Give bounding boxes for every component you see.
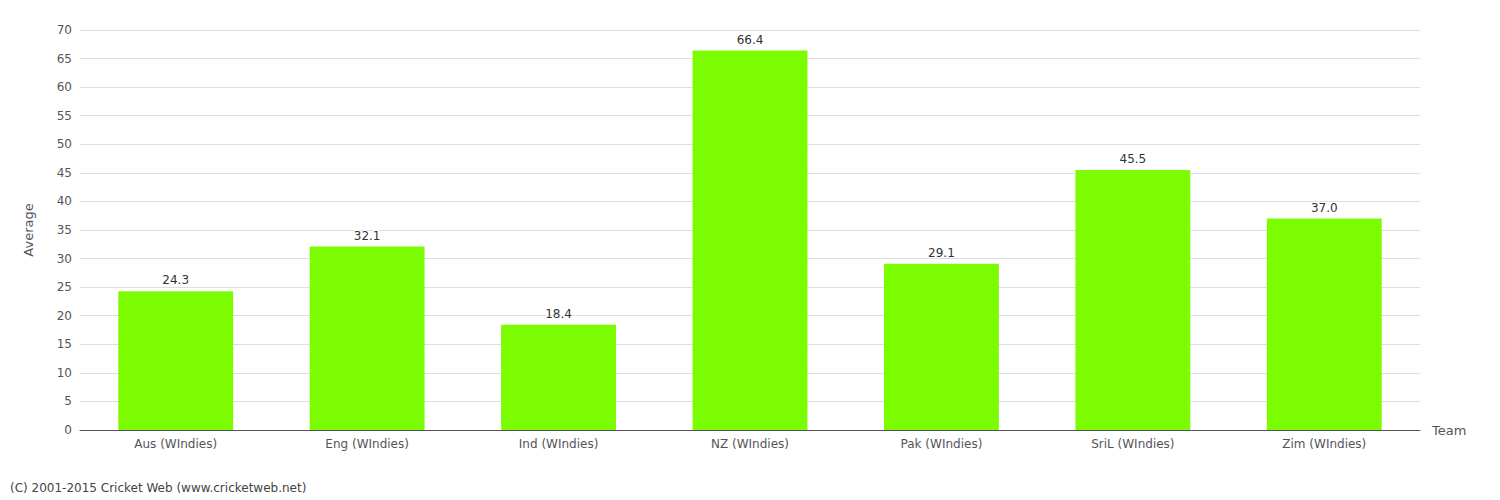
svg-text:0: 0: [64, 423, 72, 437]
svg-text:35: 35: [57, 223, 72, 237]
svg-text:Aus (WIndies): Aus (WIndies): [134, 437, 217, 451]
svg-text:18.4: 18.4: [545, 307, 572, 321]
svg-text:Ind (WIndies): Ind (WIndies): [519, 437, 599, 451]
svg-text:60: 60: [57, 80, 72, 94]
svg-text:15: 15: [57, 337, 72, 351]
svg-text:10: 10: [57, 366, 72, 380]
svg-text:45: 45: [57, 166, 72, 180]
svg-text:NZ (WIndies): NZ (WIndies): [711, 437, 789, 451]
svg-text:(C) 2001-2015 Cricket Web (www: (C) 2001-2015 Cricket Web (www.cricketwe…: [10, 481, 306, 495]
svg-text:37.0: 37.0: [1311, 201, 1338, 215]
svg-text:20: 20: [57, 309, 72, 323]
svg-text:25: 25: [57, 280, 72, 294]
svg-text:5: 5: [64, 394, 72, 408]
svg-text:32.1: 32.1: [354, 229, 381, 243]
svg-text:Average: Average: [21, 203, 36, 256]
svg-text:SriL (WIndies): SriL (WIndies): [1091, 437, 1174, 451]
svg-text:65: 65: [57, 52, 72, 66]
svg-text:40: 40: [57, 194, 72, 208]
svg-text:Team: Team: [1431, 423, 1466, 438]
svg-text:Pak (WIndies): Pak (WIndies): [901, 437, 983, 451]
svg-text:70: 70: [57, 23, 72, 37]
svg-text:55: 55: [57, 109, 72, 123]
svg-text:66.4: 66.4: [737, 33, 764, 47]
svg-text:45.5: 45.5: [1119, 152, 1146, 166]
svg-text:Zim (WIndies): Zim (WIndies): [1282, 437, 1366, 451]
svg-text:24.3: 24.3: [162, 273, 189, 287]
svg-text:50: 50: [57, 137, 72, 151]
svg-text:30: 30: [57, 252, 72, 266]
svg-text:Eng (WIndies): Eng (WIndies): [325, 437, 409, 451]
svg-text:29.1: 29.1: [928, 246, 955, 260]
